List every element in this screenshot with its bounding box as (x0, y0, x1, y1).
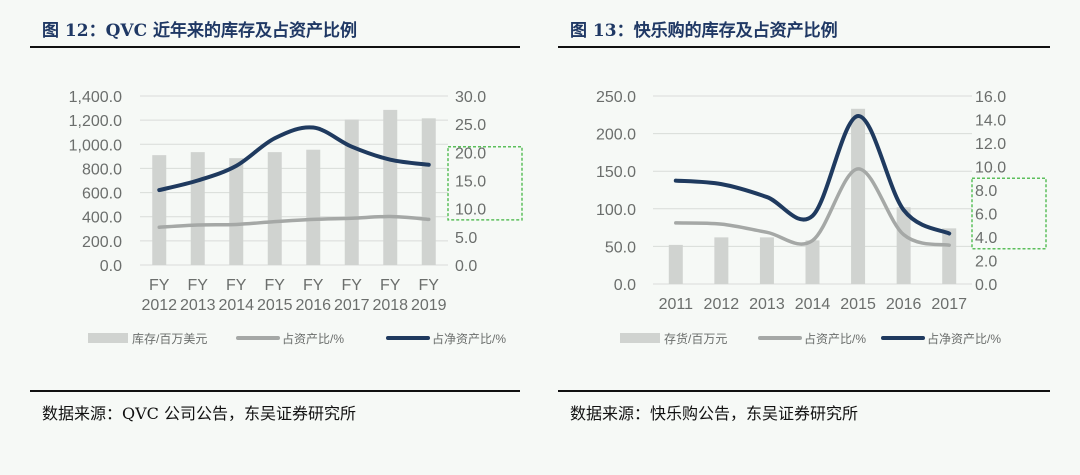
y2-tick-label: 0.0 (455, 258, 477, 275)
y-tick-label: 1,200.0 (69, 113, 122, 130)
x-tick-label: 2012 (704, 296, 740, 313)
bar (344, 119, 359, 266)
bar (421, 118, 436, 265)
y2-tick-label: 14.0 (975, 113, 1006, 130)
highlight-box (971, 177, 1047, 250)
x-tick-label: FY (226, 277, 247, 294)
divider (30, 46, 520, 48)
y2-tick-label: 25.0 (455, 117, 486, 134)
bar (896, 207, 911, 284)
x-tick-label: 2019 (411, 297, 447, 314)
x-tick-label: 2016 (295, 297, 331, 314)
y-tick-label: 1,000.0 (69, 137, 122, 154)
source-note-right: 数据来源：快乐购公告，东吴证券研究所 (570, 404, 859, 423)
y-tick-label: 200.0 (82, 234, 122, 251)
x-tick-label: FY (188, 277, 209, 294)
legend-label: 库存/百万美元 (132, 331, 207, 346)
y-tick-label: 250.0 (596, 89, 636, 106)
divider (558, 46, 1050, 48)
bar (229, 158, 244, 265)
y-tick-label: 150.0 (596, 164, 636, 181)
x-tick-label: 2018 (372, 297, 408, 314)
x-tick-label: 2015 (840, 296, 876, 313)
highlight-box (447, 145, 523, 221)
y-tick-label: 800.0 (82, 161, 122, 178)
y2-tick-label: 5.0 (455, 230, 477, 247)
legend-label: 占净资产比/% (927, 331, 1001, 346)
bar (714, 237, 729, 284)
x-tick-label: FY (342, 277, 363, 294)
y2-tick-label: 15.0 (455, 174, 486, 191)
source-note-left: 数据来源：QVC 公司公告，东吴证券研究所 (42, 404, 357, 423)
x-tick-label: FY (149, 277, 170, 294)
y-tick-label: 0.0 (100, 258, 122, 275)
y-tick-label: 400.0 (82, 210, 122, 227)
bar (267, 152, 282, 265)
legend-swatch-bar (620, 333, 660, 343)
x-tick-label: 2014 (218, 297, 254, 314)
bar (942, 228, 957, 284)
x-tick-label: 2011 (659, 296, 694, 313)
x-tick-label: 2013 (180, 297, 216, 314)
y2-tick-label: 16.0 (975, 89, 1006, 106)
x-tick-label: 2012 (141, 297, 177, 314)
bar (383, 109, 398, 265)
y2-tick-label: 10.0 (455, 202, 486, 219)
bar (190, 152, 205, 265)
bar (851, 108, 866, 284)
legend-label: 占净资产比/% (432, 331, 506, 346)
series-line-2 (157, 125, 431, 193)
x-tick-label: FY (419, 277, 440, 294)
y2-tick-label: 30.0 (455, 89, 486, 106)
legend-label: 占资产比/% (282, 331, 344, 346)
x-tick-label: 2015 (257, 297, 293, 314)
bar (306, 149, 321, 265)
y-tick-label: 50.0 (605, 239, 636, 256)
y2-tick-label: 6.0 (975, 207, 997, 224)
x-tick-label: 2013 (749, 296, 785, 313)
y2-tick-label: 20.0 (455, 145, 486, 162)
y-tick-label: 200.0 (596, 127, 636, 144)
legend-label: 占资产比/% (804, 331, 866, 346)
bar (152, 155, 167, 265)
bar (759, 237, 774, 284)
legend-label: 存货/百万元 (664, 331, 727, 346)
x-tick-label: 2017 (334, 297, 370, 314)
y2-tick-label: 10.0 (975, 160, 1006, 177)
y2-tick-label: 2.0 (975, 254, 997, 271)
x-tick-label: 2014 (795, 296, 831, 313)
chart-title-right: 图 13：快乐购的库存及占资产比例 (570, 21, 838, 41)
divider (558, 390, 1050, 392)
x-tick-label: FY (380, 277, 401, 294)
series-line-1 (157, 214, 431, 230)
x-tick-label: FY (265, 277, 286, 294)
y-tick-label: 1,400.0 (69, 89, 122, 106)
x-tick-label: 2017 (931, 296, 967, 313)
series-line-2 (673, 113, 952, 236)
series-line-1 (674, 167, 951, 247)
x-tick-label: FY (303, 277, 324, 294)
y2-tick-label: 4.0 (975, 230, 997, 247)
y-tick-label: 600.0 (82, 186, 122, 203)
y2-tick-label: 8.0 (975, 183, 997, 200)
bar (805, 240, 820, 284)
y-tick-label: 100.0 (596, 202, 636, 219)
y2-tick-label: 12.0 (975, 136, 1006, 153)
x-tick-label: 2016 (886, 296, 922, 313)
y-tick-label: 0.0 (614, 277, 636, 294)
y2-tick-label: 0.0 (975, 277, 997, 294)
chart-title-left: 图 12：QVC 近年来的库存及占资产比例 (42, 21, 358, 41)
divider (30, 390, 520, 392)
bar (668, 244, 683, 284)
legend-swatch-bar (88, 333, 128, 343)
